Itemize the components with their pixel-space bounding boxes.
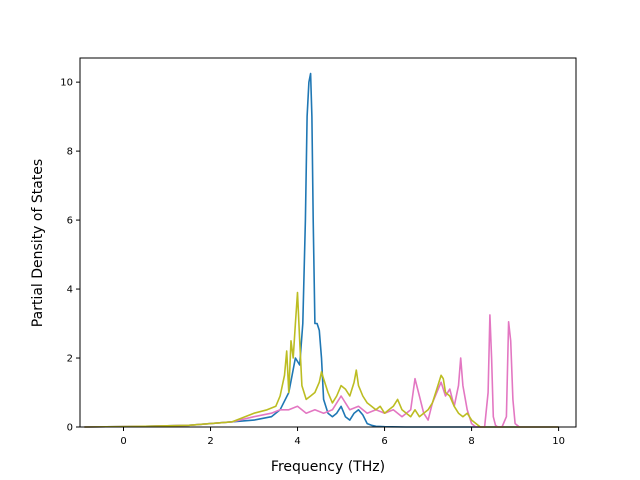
x-tick-label: 8 bbox=[468, 436, 474, 447]
y-axis-title: Partial Density of States bbox=[30, 159, 46, 327]
y-tick-label: 8 bbox=[67, 147, 73, 158]
y-tick-label: 10 bbox=[60, 78, 73, 89]
x-tick-label: 10 bbox=[552, 436, 565, 447]
x-tick-label: 6 bbox=[381, 436, 387, 447]
y-tick-label: 4 bbox=[67, 285, 73, 296]
y-axis-ticks: 0 2 4 6 8 10 bbox=[60, 78, 80, 434]
y-tick-label: 2 bbox=[67, 354, 73, 365]
x-axis-title: Frequency (THz) bbox=[271, 459, 385, 475]
series-line-3 bbox=[84, 291, 559, 428]
x-tick-label: 4 bbox=[294, 436, 300, 447]
y-tick-label: 0 bbox=[67, 423, 73, 434]
x-axis-ticks: 0 2 4 6 8 10 bbox=[120, 427, 565, 447]
series-line-1 bbox=[84, 72, 559, 428]
axes-frame bbox=[79, 57, 577, 428]
y-tick-label: 6 bbox=[67, 216, 73, 227]
x-tick-label: 0 bbox=[120, 436, 126, 447]
x-tick-label: 2 bbox=[207, 436, 213, 447]
